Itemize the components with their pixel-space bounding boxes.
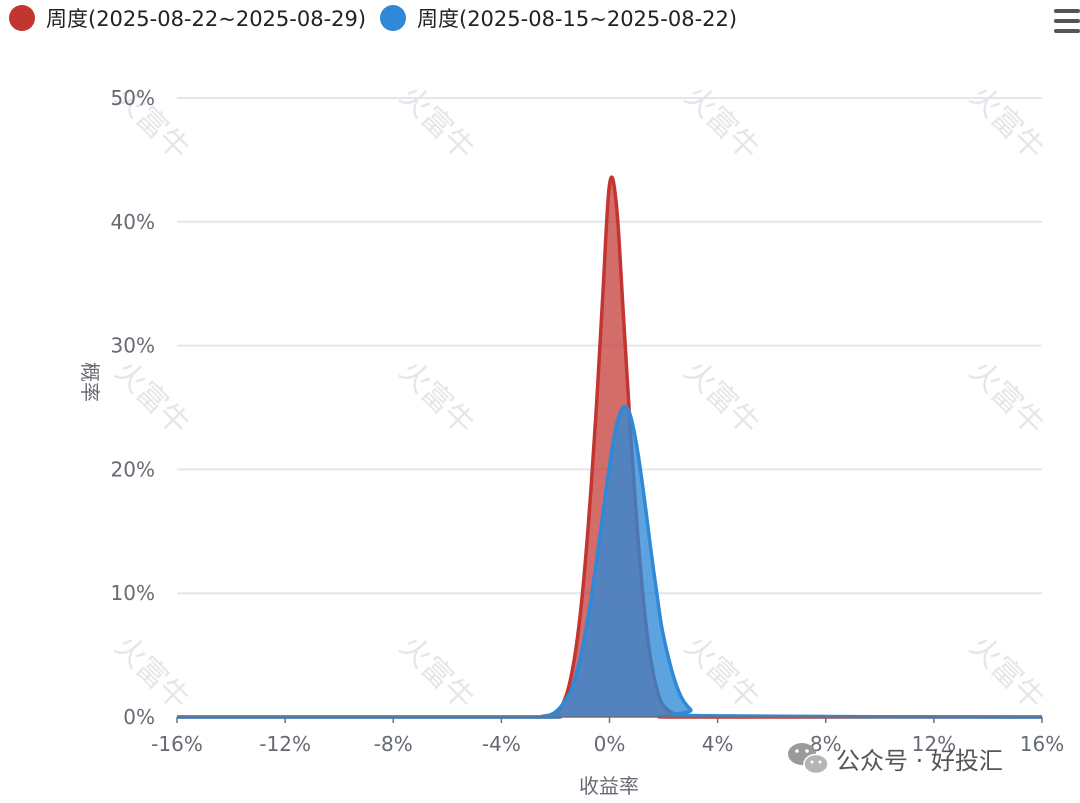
watermark-text: 火富牛 [678,354,766,442]
x-tick-label: 12% [912,732,956,756]
legend-item-series-1[interactable]: 周度(2025-08-22~2025-08-29) [9,5,366,31]
watermark-text: 火富牛 [963,354,1051,442]
y-tick-label: 30% [111,334,155,358]
legend-swatch-series-2 [380,5,406,31]
series-area [176,175,1043,719]
series-2-area [177,406,1042,717]
watermark-text: 火富牛 [678,79,766,167]
series-1-area [177,177,1042,717]
legend-label-series-2: 周度(2025-08-15~2025-08-22) [417,7,737,31]
footer-credit: 公众号 · 好投汇 [788,743,1003,775]
watermark-text: 火富牛 [678,629,766,717]
watermark-text: 火富牛 [393,354,481,442]
y-tick-label: 20% [111,457,155,481]
legend-label-series-1: 周度(2025-08-22~2025-08-29) [46,7,366,31]
menu-icon[interactable] [1054,9,1080,33]
legend[interactable]: 周度(2025-08-22~2025-08-29) 周度(2025-08-15~… [9,5,737,31]
legend-item-series-2[interactable]: 周度(2025-08-15~2025-08-22) [380,5,737,31]
legend-swatch-series-1 [9,5,35,31]
x-tick-label: 16% [1020,732,1064,756]
y-tick-label: 50% [111,86,155,110]
x-tick-label: 4% [702,732,734,756]
x-tick-label: -12% [259,732,311,756]
y-tick-label: 0% [123,705,155,729]
watermark-text: 火富牛 [393,79,481,167]
watermark-text: 火富牛 [108,354,196,442]
x-tick-label: 0% [594,732,626,756]
wechat-icon [788,743,829,775]
y-tick-label: 10% [111,581,155,605]
y-tick-label: 40% [111,210,155,234]
x-tick-label: -8% [374,732,413,756]
x-axis-title: 收益率 [579,774,639,798]
watermark-text: 火富牛 [393,629,481,717]
x-tick-label: -4% [482,732,521,756]
watermark-text: 火富牛 [963,79,1051,167]
y-axis-title: 概率 [78,362,102,402]
watermark-text: 火富牛 [963,629,1051,717]
footer-text: 公众号 · 好投汇 [836,747,1003,775]
x-tick-label: -16% [151,732,203,756]
axes: 0%10%20%30%40%50%-16% -12% -8% -4% 0% 4% 8% 12%… [111,86,1065,756]
series-2-line [176,404,1043,719]
